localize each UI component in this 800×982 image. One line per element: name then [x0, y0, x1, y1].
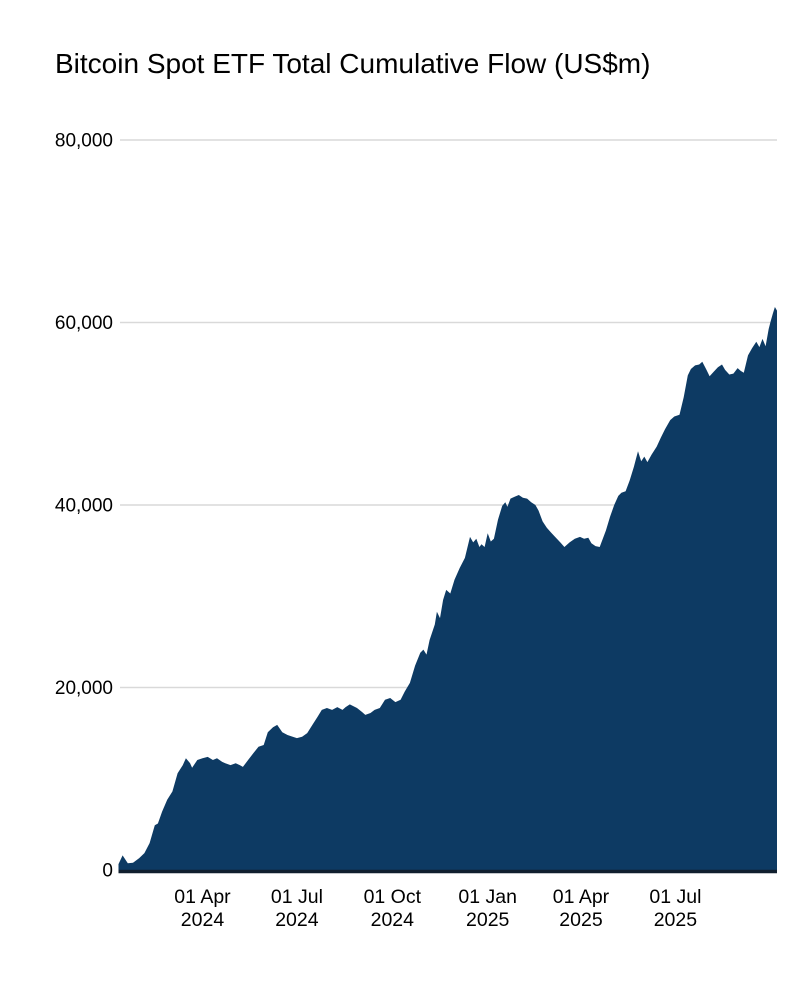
x-tick-label-year: 2024 [275, 909, 319, 931]
y-tick-label: 60,000 [55, 313, 113, 334]
x-tick-label: 01 Oct [364, 886, 422, 908]
y-tick-label: 20,000 [55, 678, 113, 699]
x-tick-label-year: 2024 [371, 909, 415, 931]
y-tick-label: 40,000 [55, 496, 113, 517]
y-tick-label: 80,000 [55, 131, 113, 152]
x-tick-label-year: 2024 [181, 909, 225, 931]
x-tick-label: 01 Apr [553, 886, 610, 908]
x-tick-label: 01 Jan [458, 886, 517, 908]
chart-title: Bitcoin Spot ETF Total Cumulative Flow (… [55, 48, 651, 79]
x-tick-label-year: 2025 [654, 909, 698, 931]
x-tick-label-year: 2025 [466, 909, 510, 931]
cumulative-flow-area [118, 307, 777, 870]
x-tick-label: 01 Jul [271, 886, 323, 908]
x-tick-label: 01 Apr [174, 886, 231, 908]
x-tick-label-year: 2025 [559, 909, 603, 931]
y-tick-label: 0 [102, 861, 113, 882]
x-tick-label: 01 Jul [649, 886, 701, 908]
